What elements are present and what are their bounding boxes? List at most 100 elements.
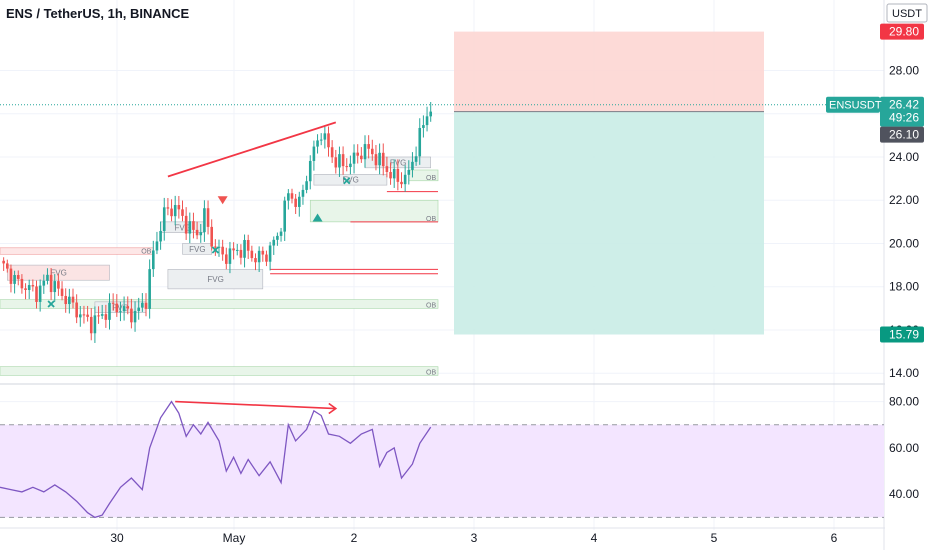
candle-body [38, 285, 42, 302]
candle-body [177, 205, 181, 210]
candle-body [170, 208, 173, 217]
candle-body [345, 166, 349, 168]
candle-body [276, 235, 279, 240]
candle-body [349, 163, 352, 168]
symbol-badge-bg [826, 96, 880, 113]
candle-body [188, 221, 192, 234]
currency-box [886, 3, 928, 23]
time-tick-label: 4 [591, 531, 598, 545]
buy-signal-cross [211, 246, 219, 254]
candle-body [327, 133, 330, 148]
price-trendline [167, 121, 337, 178]
trend-overlays [0, 104, 884, 308]
cross-stroke [47, 300, 55, 308]
candle-body [217, 246, 221, 248]
candle-body [100, 314, 104, 316]
candle-body [378, 152, 381, 166]
symbol-badge-text: ENSUSDT [829, 100, 882, 112]
candle-body [312, 146, 316, 161]
candle-body [360, 155, 363, 160]
ob-label: OB [426, 302, 436, 309]
fvg-label: FVG [207, 275, 223, 284]
candle-body [137, 307, 140, 311]
candle-body [400, 181, 403, 185]
cross-stroke [343, 177, 351, 185]
candle-body [162, 207, 166, 231]
candle-body [24, 288, 27, 290]
entry-badge-text: 26.10 [889, 128, 919, 142]
ob-label: OB [426, 369, 436, 376]
fvg-label: FVG [342, 176, 358, 185]
candle-body [429, 111, 432, 117]
candle-body [422, 125, 425, 128]
candle-body [330, 147, 334, 158]
rsi-divergence-arrow [328, 402, 338, 415]
current-price-badge-text: 49:26 [889, 111, 919, 125]
target-badge: 15.79 [880, 326, 924, 343]
candle-body [16, 275, 20, 279]
candle-body [425, 116, 429, 126]
candle-body [411, 161, 414, 170]
ob-label: OB [426, 175, 436, 182]
candle-body [265, 254, 268, 262]
candle-body [89, 316, 93, 334]
candle-body [144, 302, 148, 309]
candle-body [181, 209, 184, 216]
candle-body [268, 245, 272, 262]
candle-body [203, 208, 206, 233]
candle-body [6, 263, 9, 269]
fvg-label: FVG [175, 223, 191, 232]
candle-body [261, 250, 265, 255]
chart-title: ENS / TetherUS, 1h, BINANCE [6, 6, 190, 21]
ob-zone [0, 299, 439, 309]
candle-body [396, 168, 400, 182]
rsi-tick-label: 60.00 [889, 441, 919, 455]
fvg-label: FVG [50, 269, 66, 278]
candle-body [57, 281, 60, 289]
candle-body [104, 314, 108, 320]
candle-body [93, 315, 97, 334]
candle-body [79, 314, 82, 318]
candle-body [148, 269, 151, 309]
ob-zone [0, 366, 439, 376]
candle-body [97, 315, 100, 317]
candle-body [272, 239, 276, 246]
reward-zone [454, 111, 764, 335]
entry-badge-bg [880, 126, 924, 143]
price-tick-label: 20.00 [889, 236, 919, 250]
candle-body [13, 275, 16, 284]
candle-body [374, 154, 378, 166]
buy-arrow-marker [312, 213, 323, 222]
candle-body [338, 154, 341, 168]
candle-body [221, 246, 224, 255]
candle-body [316, 140, 319, 147]
candle-body [130, 308, 133, 323]
candle-body [206, 208, 210, 227]
candle-body [403, 174, 407, 185]
buy-signal-cross [343, 177, 351, 185]
candle-body [294, 198, 297, 207]
price-tick-label: 14.00 [889, 366, 919, 380]
candle-body [381, 152, 385, 167]
time-tick-label: 3 [471, 531, 478, 545]
candle-body [210, 226, 213, 247]
candle-body [414, 156, 418, 162]
candle-body [283, 200, 286, 232]
candle-body [232, 248, 235, 251]
candle-body [392, 168, 396, 179]
candle-body [173, 205, 177, 217]
candle-body [82, 314, 86, 316]
candle-body [199, 232, 203, 236]
candle-body [115, 303, 119, 313]
time-axis[interactable]: 30 May 2 3 4 5 6 [110, 531, 837, 545]
candle-body [2, 260, 5, 264]
candle-body [308, 160, 312, 182]
price-axis[interactable]: 14.0016.0018.0020.0022.0024.0026.0028.00… [885, 0, 932, 550]
candle-body [195, 229, 199, 236]
candle-body [363, 144, 367, 160]
target-badge-text: 15.79 [889, 327, 919, 341]
short-position-tool[interactable] [454, 31, 764, 335]
price-tick-label: 24.00 [889, 150, 919, 164]
